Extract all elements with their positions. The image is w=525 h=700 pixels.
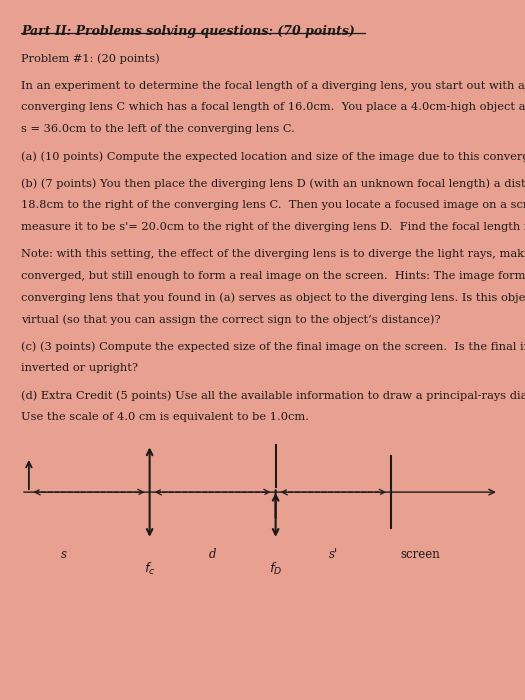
Text: s': s': [329, 548, 338, 561]
Text: converged, but still enough to form a real image on the screen.  Hints: The imag: converged, but still enough to form a re…: [21, 271, 525, 281]
Text: converging lens that you found in (a) serves as object to the diverging lens. Is: converging lens that you found in (a) se…: [21, 293, 525, 303]
Text: Problem #1: (20 points): Problem #1: (20 points): [21, 54, 160, 64]
Text: (a) (10 points) Compute the expected location and size of the image due to this : (a) (10 points) Compute the expected loc…: [21, 151, 525, 162]
Text: $f_c$: $f_c$: [144, 561, 155, 577]
Text: s = 36.0cm to the left of the converging lens C.: s = 36.0cm to the left of the converging…: [21, 124, 295, 134]
Text: (b) (7 points) You then place the diverging lens D (with an unknown focal length: (b) (7 points) You then place the diverg…: [21, 178, 525, 189]
Text: measure it to be s'= 20.0cm to the right of the diverging lens D.  Find the foca: measure it to be s'= 20.0cm to the right…: [21, 222, 525, 232]
Text: Part II: Problems solving questions: (70 points): Part II: Problems solving questions: (70…: [21, 25, 355, 38]
Text: converging lens C which has a focal length of 16.0cm.  You place a 4.0cm-high ob: converging lens C which has a focal leng…: [21, 102, 525, 112]
Text: s: s: [61, 548, 67, 561]
Text: (d) Extra Credit (5 points) Use all the available information to draw a principa: (d) Extra Credit (5 points) Use all the …: [21, 391, 525, 401]
Text: 18.8cm to the right of the converging lens C.  Then you locate a focused image o: 18.8cm to the right of the converging le…: [21, 200, 525, 210]
Text: d: d: [209, 548, 216, 561]
Text: screen: screen: [400, 548, 440, 561]
Text: inverted or upright?: inverted or upright?: [21, 363, 138, 373]
Text: $f_D$: $f_D$: [269, 561, 282, 577]
Text: virtual (so that you can assign the correct sign to the object’s distance)?: virtual (so that you can assign the corr…: [21, 314, 440, 325]
Text: In an experiment to determine the focal length of a diverging lens, you start ou: In an experiment to determine the focal …: [21, 80, 525, 90]
Text: Note: with this setting, the effect of the diverging lens is to diverge the ligh: Note: with this setting, the effect of t…: [21, 249, 525, 259]
Text: (c) (3 points) Compute the expected size of the final image on the screen.  Is t: (c) (3 points) Compute the expected size…: [21, 342, 525, 352]
Text: Use the scale of 4.0 cm is equivalent to be 1.0cm.: Use the scale of 4.0 cm is equivalent to…: [21, 412, 309, 422]
